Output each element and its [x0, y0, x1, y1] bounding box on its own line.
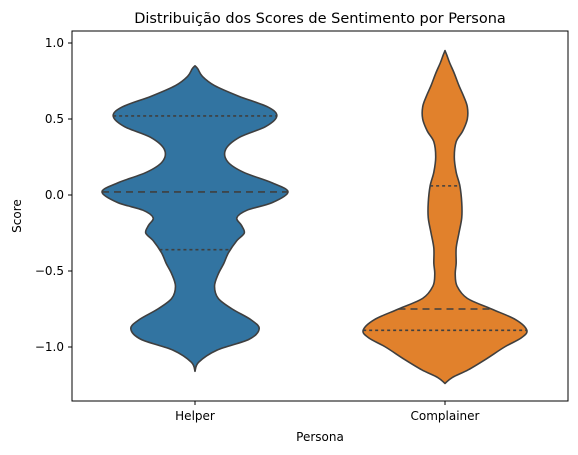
y-tick-label: 0.0	[45, 188, 64, 202]
x-axis: Helper Complainer	[175, 401, 480, 423]
y-tick-label: −0.5	[35, 264, 64, 278]
x-tick-label-complainer: Complainer	[411, 409, 480, 423]
violin-body	[362, 49, 528, 385]
violin-helper	[101, 65, 289, 373]
plot-frame	[71, 30, 569, 402]
y-tick-label: 1.0	[45, 36, 64, 50]
y-axis: −1.0 −0.5 0.0 0.5 1.0	[35, 36, 72, 354]
x-tick-label-helper: Helper	[175, 409, 215, 423]
y-axis-title: Score	[10, 199, 24, 233]
violin-complainer	[362, 49, 528, 385]
violins-layer	[101, 49, 528, 385]
y-tick-label: 0.5	[45, 112, 64, 126]
chart-title: Distribuição dos Scores de Sentimento po…	[134, 11, 506, 27]
violin-body	[101, 65, 289, 373]
y-tick-label: −1.0	[35, 340, 64, 354]
x-axis-title: Persona	[296, 430, 344, 444]
